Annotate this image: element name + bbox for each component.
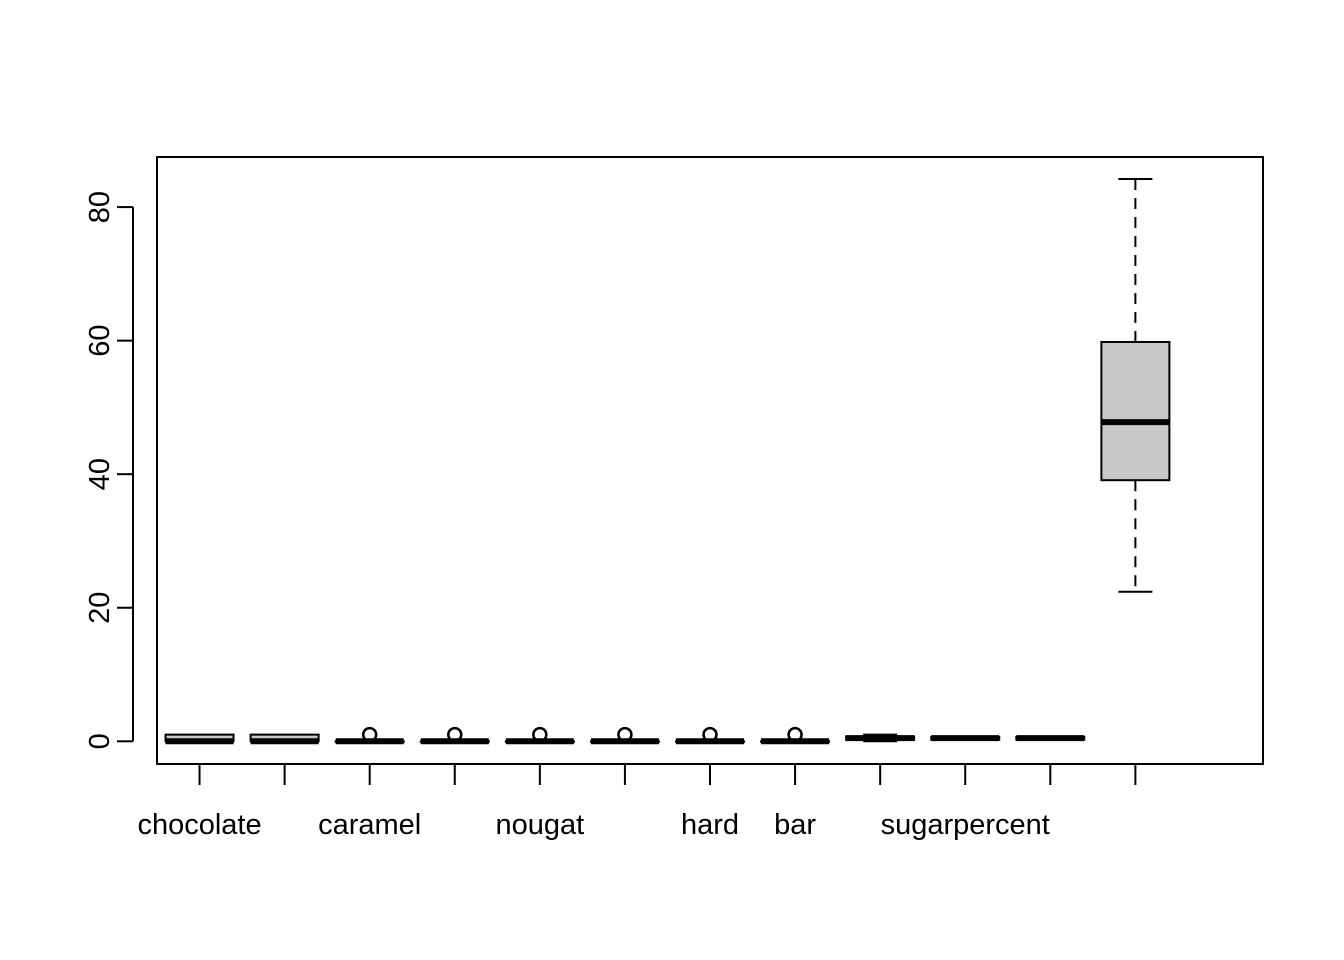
box-6 — [589, 726, 660, 745]
box-3 — [334, 726, 405, 745]
box-11 — [1015, 735, 1086, 742]
y-tick-label: 20 — [84, 592, 116, 624]
box-8 — [760, 726, 831, 745]
box-9 — [845, 733, 916, 743]
x-tick-label: nougat — [495, 809, 584, 841]
box-5 — [504, 726, 575, 745]
outlier-point — [702, 726, 718, 743]
outlier-point — [617, 726, 633, 743]
boxes-group — [164, 178, 1171, 745]
box-7 — [675, 726, 745, 745]
box-1 — [164, 733, 235, 745]
box-10 — [930, 735, 1001, 742]
outlier-point — [787, 726, 803, 743]
outlier-point — [447, 726, 463, 743]
x-axis: chocolate caramel nougat hard bar sugarpercen… — [137, 763, 1137, 841]
y-tick-label: 80 — [84, 191, 116, 223]
plot-frame — [156, 156, 1264, 765]
x-tick-label: caramel — [318, 809, 421, 841]
x-tick-label: chocolate — [137, 809, 261, 841]
y-tick-label: 40 — [84, 458, 116, 490]
box-12 — [1100, 178, 1171, 593]
y-tick-label: 60 — [84, 325, 116, 357]
box-4 — [419, 726, 490, 745]
x-tick-label: hard — [681, 809, 739, 841]
box-2 — [249, 733, 320, 745]
x-tick-label: bar — [774, 809, 816, 841]
outlier-point — [361, 726, 378, 743]
x-tick-label: sugarpercent — [881, 809, 1050, 841]
outlier-point — [532, 726, 548, 743]
box-iqr — [1100, 340, 1171, 482]
y-tick-label: 0 — [84, 733, 116, 749]
y-axis: 0 20 40 60 80 — [84, 191, 134, 749]
